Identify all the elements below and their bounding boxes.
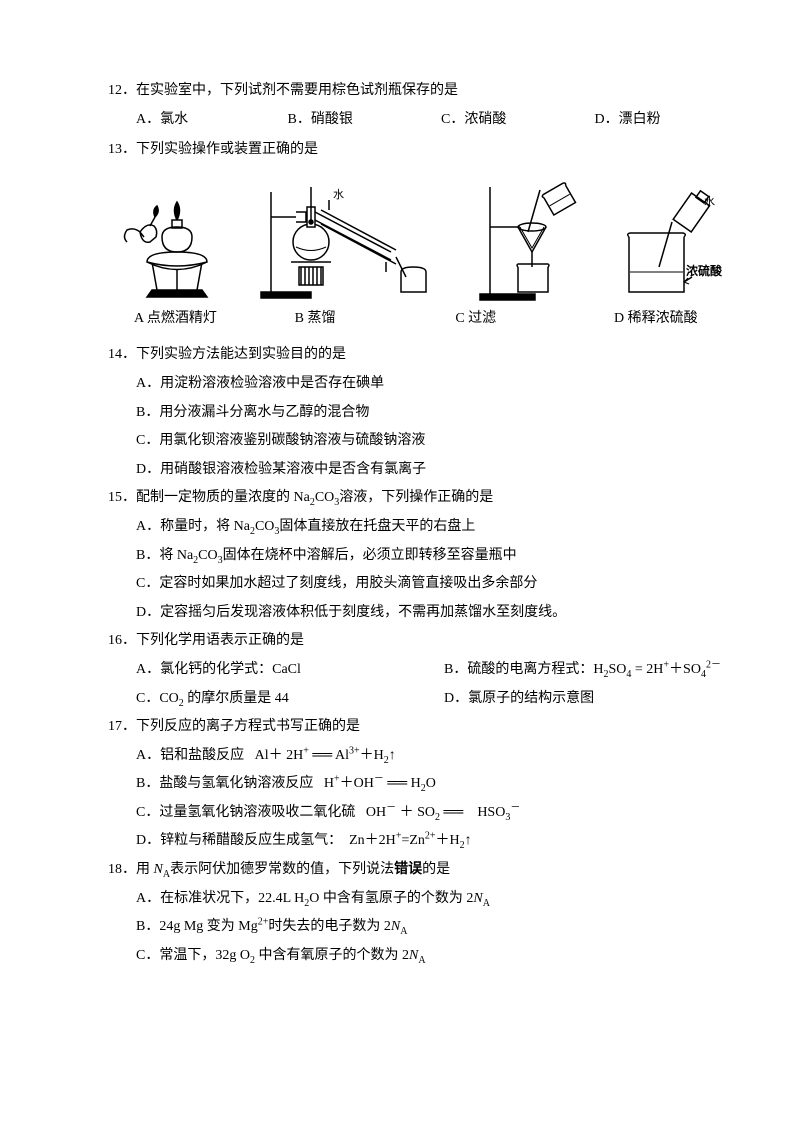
q18-suffix: 的是 [422, 862, 450, 877]
water-label-d: 水 [704, 195, 715, 208]
q15-a-prefix: A．称量时，将 [136, 519, 234, 534]
acid-label: 浓硫酸 [686, 263, 723, 278]
na-symbol: NA [154, 862, 171, 877]
q18-opt-a: A．在标准状况下，22.4L H2O 中含有氢原子的个数为 2NA [108, 886, 724, 913]
q13-figures: 水 [108, 166, 724, 306]
q15-opt-d: D．定容摇匀后发现溶液体积低于刻度线，不需再加蒸馏水至刻度线。 [108, 600, 724, 627]
q13-fig-a [122, 182, 232, 302]
na2co3-b: Na2CO3 [177, 548, 223, 563]
q18-stem: 18．用 NA表示阿伏加德罗常数的值，下列说法错误的是 [108, 857, 724, 884]
q14-opt-b: B．用分液漏斗分离水与乙醇的混合物 [108, 400, 724, 427]
filtration-icon [470, 172, 585, 302]
q15-a-suffix: 固体直接放在托盘天平的右盘上 [279, 519, 475, 534]
q17-stem: 17．下列反应的离子方程式书写正确的是 [108, 714, 724, 741]
q13-fig-b: 水 [251, 172, 451, 302]
q17-opt-c: C．过量氢氧化钠溶液吸收二氧化硫 OH－ ＋ SO2 ══ HSO3－ [108, 800, 724, 827]
q12-opt-d: D．漂白粉 [595, 107, 695, 134]
q13-lbl-b: B 蒸馏 [295, 306, 447, 333]
q18-mid: 表示阿伏加德罗常数的值，下列说法 [170, 862, 394, 877]
q17-opt-a: A．铝和盐酸反应 Al＋ 2H+ ══ Al3+＋H2↑ [108, 743, 724, 770]
q18-opt-c: C．常温下，32g O2 中含有氧原子的个数为 2NA [108, 943, 724, 970]
q17-opt-b: B．盐酸与氢氧化钠溶液反应 H+＋OH－ ══ H2O [108, 771, 724, 798]
q13-lbl-d: D 稀释浓硫酸 [614, 306, 724, 333]
dilution-icon: 水 浓硫酸 [604, 187, 724, 302]
q15-opt-c: C．定容时如果加水超过了刻度线，用胶头滴管直接吸出多余部分 [108, 571, 724, 598]
q18-prefix: 18．用 [108, 862, 154, 877]
distillation-icon: 水 [251, 172, 451, 302]
page: 12．在实验室中，下列试剂不需要用棕色试剂瓶保存的是 A．氯水 B．硝酸银 C．… [0, 0, 800, 1132]
q16-row1: A．氯化钙的化学式：CaCl B．硫酸的电离方程式：H2SO4 = 2H+＋SO… [108, 657, 724, 686]
q14-opt-c: C．用氯化钡溶液鉴别碳酸钠溶液与硫酸钠溶液 [108, 428, 724, 455]
q16-opt-b: B．硫酸的电离方程式：H2SO4 = 2H+＋SO42－ [416, 657, 724, 684]
q14-stem: 14．下列实验方法能达到实验目的的是 [108, 342, 724, 369]
q16-stem: 16．下列化学用语表示正确的是 [108, 628, 724, 655]
q15-opt-a: A．称量时，将 Na2CO3固体直接放在托盘天平的右盘上 [108, 514, 724, 541]
q12-opt-a: A．氯水 [136, 107, 284, 134]
q13-lbl-c: C 过滤 [455, 306, 605, 333]
q13-fig-d: 水 浓硫酸 [604, 187, 724, 302]
na2co3-a: Na2CO3 [234, 519, 280, 534]
q17-opt-d: D．锌粒与稀醋酸反应生成氢气： Zn＋2H+=Zn2+＋H2↑ [108, 828, 724, 855]
alcohol-lamp-icon [122, 182, 232, 302]
q15-formula: Na2CO3 [294, 490, 340, 505]
q14-opt-d: D．用硝酸银溶液检验某溶液中是否含有氯离子 [108, 457, 724, 484]
q18-opt-b: B．24g Mg 变为 Mg2+时失去的电子数为 2NA [108, 914, 724, 941]
q16-opt-d: D．氯原子的结构示意图 [416, 686, 724, 713]
q15-stem: 15．配制一定物质的量浓度的 Na2CO3溶液，下列操作正确的是 [108, 485, 724, 512]
q16-row2: C．CO2 的摩尔质量是 44 D．氯原子的结构示意图 [108, 686, 724, 715]
q13-lbl-a: A 点燃酒精灯 [134, 306, 286, 333]
q12-opt-c: C．浓硝酸 [441, 107, 591, 134]
q13-labels: A 点燃酒精灯 B 蒸馏 C 过滤 D 稀释浓硫酸 [108, 306, 724, 333]
q16-opt-c: C．CO2 的摩尔质量是 44 [108, 686, 416, 713]
q15-b-prefix: B．将 [136, 548, 177, 563]
q18-bold: 错误 [394, 862, 422, 877]
water-label: 水 [333, 188, 344, 201]
q13-stem: 13．下列实验操作或装置正确的是 [108, 137, 724, 164]
q14-opt-a: A．用淀粉溶液检验溶液中是否存在碘单 [108, 371, 724, 398]
q13-fig-c [470, 172, 585, 302]
q15-opt-b: B．将 Na2CO3固体在烧杯中溶解后，必须立即转移至容量瓶中 [108, 543, 724, 570]
q12-opt-b: B．硝酸银 [288, 107, 438, 134]
q15-b-suffix: 固体在烧杯中溶解后，必须立即转移至容量瓶中 [223, 548, 517, 563]
q15-stem-prefix: 15．配制一定物质的量浓度的 [108, 490, 294, 505]
q16-opt-a: A．氯化钙的化学式：CaCl [108, 657, 416, 684]
q12-options: A．氯水 B．硝酸银 C．浓硝酸 D．漂白粉 [108, 107, 724, 134]
q15-stem-suffix: 溶液，下列操作正确的是 [339, 490, 493, 505]
q12-stem: 12．在实验室中，下列试剂不需要用棕色试剂瓶保存的是 [108, 78, 724, 105]
